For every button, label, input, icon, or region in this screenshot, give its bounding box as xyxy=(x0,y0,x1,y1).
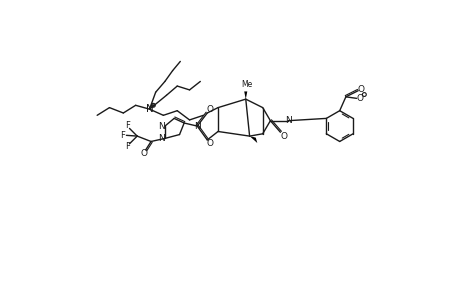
Polygon shape xyxy=(249,136,257,143)
Text: O: O xyxy=(207,139,213,148)
Text: Me: Me xyxy=(241,80,252,89)
Text: N: N xyxy=(157,134,164,143)
Text: N: N xyxy=(157,122,164,130)
Text: O: O xyxy=(206,105,213,114)
Text: F: F xyxy=(124,142,129,151)
Text: N: N xyxy=(146,104,153,114)
Text: F: F xyxy=(120,131,125,140)
Text: N: N xyxy=(193,122,200,130)
Polygon shape xyxy=(244,92,247,99)
Text: N: N xyxy=(284,116,291,125)
Text: O: O xyxy=(280,132,287,141)
Text: F: F xyxy=(124,121,129,130)
Text: O: O xyxy=(140,149,147,158)
Text: O: O xyxy=(357,85,364,94)
Text: O: O xyxy=(356,94,363,103)
